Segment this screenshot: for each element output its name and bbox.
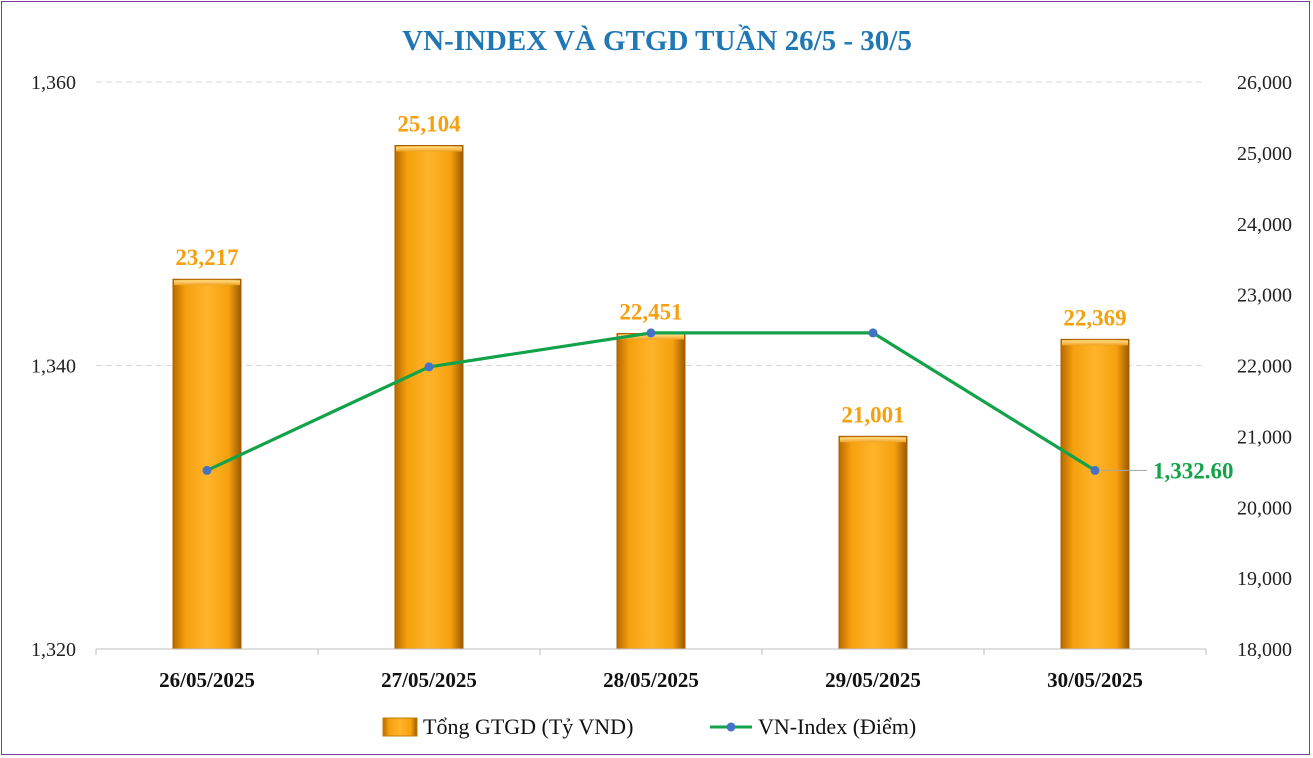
bar-value-label: 22,369 [1063,305,1126,330]
x-tick-label: 26/05/2025 [159,668,255,692]
bar-value-label: 21,001 [841,402,904,427]
vn-index-last-label: 1,332.60 [1153,458,1234,483]
vn-index-point [868,328,878,338]
bar-value-label: 25,104 [397,112,461,137]
category-axis: 26/05/2025 27/05/2025 28/05/2025 29/05/2025… [95,648,1207,692]
y-right-tick-label: 25,000 [1237,143,1292,165]
bar-bevel [1062,340,1128,346]
y-right-tick-label: 21,000 [1237,426,1292,448]
y-right-tick-label: 23,000 [1237,285,1292,307]
y-right-tick-label: 18,000 [1237,639,1292,661]
bar [394,145,464,650]
bar-value-label: 23,217 [175,245,238,270]
line-series: 1,332.60 [202,328,1234,483]
y-right-tick-label: 22,000 [1237,356,1292,378]
bar [172,278,242,650]
legend: Tổng GTGD (Tỷ VND) VN-Index (Điểm) [382,714,916,739]
legend-line-label: VN-Index (Điểm) [758,714,916,739]
bar-bevel [396,146,462,152]
x-tick-label: 30/05/2025 [1047,668,1143,692]
y-left-tick-label: 1,320 [31,639,76,661]
legend-bar-label: Tổng GTGD (Tỷ VND) [423,714,633,739]
x-tick-label: 29/05/2025 [825,668,921,692]
legend-bar-swatch [382,717,418,737]
vn-index-point [646,328,656,338]
left-axis: 1,320 1,340 1,360 [31,72,76,661]
right-axis: 18,000 19,000 20,000 21,000 22,000 23,000 24,0… [1237,72,1292,661]
x-tick-label: 27/05/2025 [381,668,477,692]
y-left-tick-label: 1,340 [31,356,76,378]
bar-series: 23,217 25,104 22,451 21,001 22,369 [172,112,1130,650]
bar [1060,338,1130,650]
y-right-tick-label: 19,000 [1237,568,1292,590]
y-left-tick-label: 1,360 [31,72,76,94]
y-right-tick-label: 20,000 [1237,497,1292,519]
vn-index-point [424,362,434,372]
y-right-tick-label: 24,000 [1237,214,1292,236]
chart-title: VN-INDEX VÀ GTGD TUẦN 26/5 - 30/5 [402,23,912,57]
y-right-tick-label: 26,000 [1237,72,1292,94]
vn-index-point [202,465,212,475]
bar-bevel [174,280,240,286]
bar [838,435,908,650]
x-tick-label: 28/05/2025 [603,668,699,692]
legend-line-marker [726,722,736,732]
bar-bevel [840,437,906,443]
bar [616,333,686,650]
bar-value-label: 22,451 [619,300,682,325]
vn-index-point [1090,465,1100,475]
